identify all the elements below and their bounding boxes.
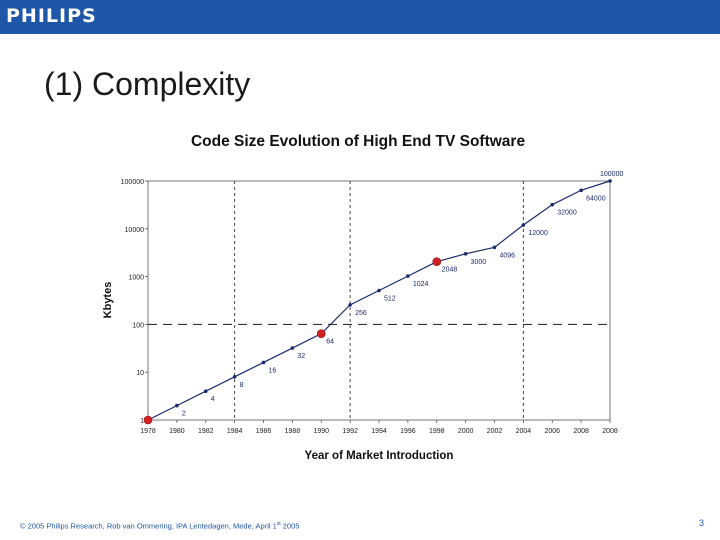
page-number: 3	[698, 518, 704, 528]
data-point	[406, 274, 410, 278]
data-point	[377, 288, 381, 293]
data-label: 4	[211, 396, 215, 403]
data-point	[232, 375, 237, 379]
x-tick-label: 1982	[198, 428, 214, 435]
x-tick-label: 1990	[313, 428, 329, 435]
data-label: 12000	[528, 230, 548, 237]
x-tick-label: 1996	[400, 428, 416, 435]
x-tick-label: 2008	[573, 428, 589, 435]
highlighted-data-point	[432, 257, 442, 267]
x-tick-label: 2002	[487, 428, 503, 435]
x-axis-ticks: 1978 1980 1982 1984 1986 1988 1990 1992 1994 1996…	[140, 420, 618, 435]
data-label: 3000	[471, 259, 487, 266]
x-tick-label: 1994	[371, 428, 387, 435]
chart-title: Code Size Evolution of High End TV Softw…	[191, 133, 526, 150]
footer-copyright: © 2005 Philips Research, Rob van Ommerin…	[20, 521, 299, 531]
data-label: 2	[182, 411, 186, 418]
data-label: 4096	[500, 252, 516, 259]
data-label: 64000	[586, 195, 606, 202]
y-axis-label: Kbytes	[102, 282, 114, 319]
data-point	[290, 346, 295, 350]
data-points	[143, 179, 612, 425]
y-tick-label: 100	[132, 322, 144, 329]
x-tick-label: 2006	[544, 428, 560, 435]
data-label: 8	[240, 382, 244, 389]
x-tick-label: 2000	[458, 428, 474, 435]
footer-year: 2005	[280, 521, 300, 531]
y-tick-label: 1000	[128, 275, 144, 282]
data-point	[579, 188, 583, 193]
header-bar: PHILIPS	[0, 0, 720, 34]
footer-superscript: st	[276, 521, 281, 527]
highlighted-data-point	[143, 415, 153, 425]
reference-lines	[148, 181, 610, 420]
data-label: 2048	[442, 267, 458, 274]
x-tick-label: 1978	[140, 428, 156, 435]
x-tick-label: 2004	[516, 428, 532, 435]
y-tick-label: 1	[140, 418, 144, 425]
data-point	[203, 389, 208, 394]
data-label: 512	[384, 295, 396, 302]
data-point	[175, 403, 179, 408]
footer-copyright-text: © 2005 Philips Research, Rob van Ommerin…	[20, 521, 277, 531]
x-tick-label: 1998	[429, 428, 445, 435]
data-label: 32	[297, 353, 305, 360]
data-label: 16	[269, 367, 277, 374]
y-tick-label: 100000	[121, 179, 144, 186]
data-point	[550, 202, 555, 207]
x-tick-label: 1984	[227, 428, 243, 435]
plot-area	[147, 180, 611, 421]
data-label: 32000	[557, 210, 577, 217]
data-point	[348, 303, 352, 307]
x-tick-label: 1980	[169, 428, 185, 435]
data-label: 64	[326, 339, 334, 346]
data-point	[521, 223, 526, 227]
data-point	[463, 251, 468, 256]
philips-logo: PHILIPS	[6, 5, 97, 27]
x-tick-label: 1992	[342, 428, 358, 435]
data-point	[261, 360, 266, 365]
x-tick-label: 2008	[602, 428, 618, 435]
x-axis-label: Year of Market Introduction	[305, 450, 454, 462]
x-tick-label: 1986	[256, 428, 272, 435]
data-labels: 2 4 8 16 32 64 256 512 1024 2048 3000 4096 12000 3200…	[182, 171, 624, 418]
x-tick-label: 1988	[285, 428, 301, 435]
data-point	[608, 179, 612, 183]
y-tick-label: 10	[136, 370, 144, 377]
data-label: 1024	[413, 281, 429, 288]
data-point	[492, 245, 497, 250]
y-axis-ticks: 1 10 100 1000 10000 100000	[121, 179, 148, 425]
highlighted-data-point	[316, 329, 326, 338]
slide-title: (1) Complexity	[44, 66, 251, 102]
data-label: 100000	[600, 171, 623, 178]
y-tick-label: 10000	[125, 227, 145, 234]
data-label: 256	[355, 310, 367, 317]
series-line	[147, 180, 611, 421]
